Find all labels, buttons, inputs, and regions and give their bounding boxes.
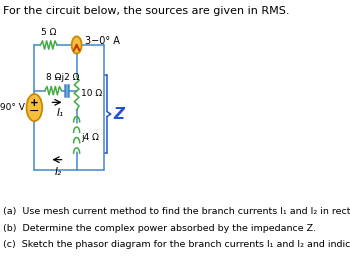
Text: I₁: I₁ — [56, 107, 64, 118]
Text: 5 Ω: 5 Ω — [41, 28, 56, 37]
Text: Z: Z — [113, 107, 124, 122]
Text: (c)  Sketch the phasor diagram for the branch currents I₁ and I₂ and indicate wh: (c) Sketch the phasor diagram for the br… — [3, 241, 350, 249]
Text: −: − — [29, 105, 40, 118]
Text: For the circuit below, the sources are given in RMS.: For the circuit below, the sources are g… — [3, 6, 289, 16]
Text: 10 Ω: 10 Ω — [81, 89, 102, 98]
Text: +: + — [30, 98, 39, 108]
Text: I₂: I₂ — [55, 167, 62, 177]
Text: −j2 Ω: −j2 Ω — [54, 73, 79, 82]
Text: 40−90° V: 40−90° V — [0, 103, 25, 112]
Text: (b)  Determine the complex power absorbed by the impedance Z.: (b) Determine the complex power absorbed… — [3, 223, 316, 232]
Circle shape — [72, 36, 82, 54]
Text: j4 Ω: j4 Ω — [81, 133, 99, 142]
Text: 8 Ω: 8 Ω — [46, 73, 61, 82]
Circle shape — [27, 94, 42, 121]
Text: 3−0° A: 3−0° A — [85, 36, 120, 46]
Text: (a)  Use mesh current method to find the branch currents I₁ and I₂ in rectangula: (a) Use mesh current method to find the … — [3, 206, 350, 216]
